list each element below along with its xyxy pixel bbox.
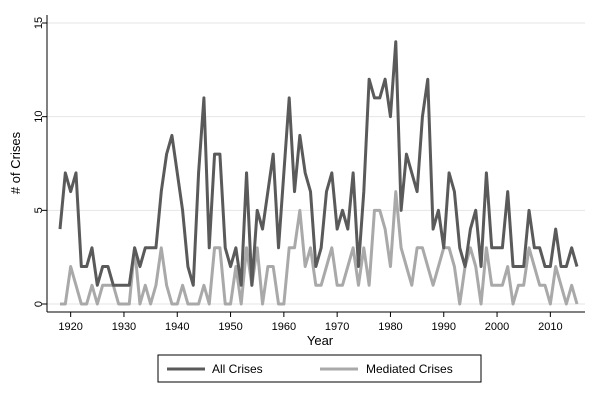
x-tick-label-1990: 1990 xyxy=(432,321,456,333)
series-lines xyxy=(58,40,579,306)
x-tick-label-1930: 1930 xyxy=(112,321,136,333)
series-line-mediated-crises xyxy=(60,190,579,306)
y-tick-label-0: 0 xyxy=(33,301,45,307)
x-tick-label-1950: 1950 xyxy=(218,321,242,333)
y-tick-label-10: 10 xyxy=(33,111,45,123)
axes: 0 5 10 15 1920 1930 1940 1950 1960 1970 1980 1990 20… xyxy=(33,15,585,333)
series-line-all-crises xyxy=(58,40,579,287)
x-tick-label-1940: 1940 xyxy=(165,321,189,333)
legend: All Crises Mediated Crises xyxy=(157,354,482,383)
x-tick-label-2010: 2010 xyxy=(538,321,562,333)
grid-lines xyxy=(47,22,585,305)
legend-box xyxy=(157,354,482,383)
y-tick-label-15: 15 xyxy=(33,17,45,29)
x-axis-title: Year xyxy=(307,333,334,348)
legend-label-mediated-crises: Mediated Crises xyxy=(366,362,453,376)
y-tick-label-5: 5 xyxy=(33,207,45,213)
x-tick-label-2000: 2000 xyxy=(485,321,509,333)
legend-label-all-crises: All Crises xyxy=(212,362,263,376)
x-tick-label-1960: 1960 xyxy=(272,321,296,333)
x-tick-label-1980: 1980 xyxy=(378,321,402,333)
x-tick-label-1920: 1920 xyxy=(58,321,82,333)
y-axis-title: # of Crises xyxy=(8,131,23,194)
x-tick-label-1970: 1970 xyxy=(325,321,349,333)
